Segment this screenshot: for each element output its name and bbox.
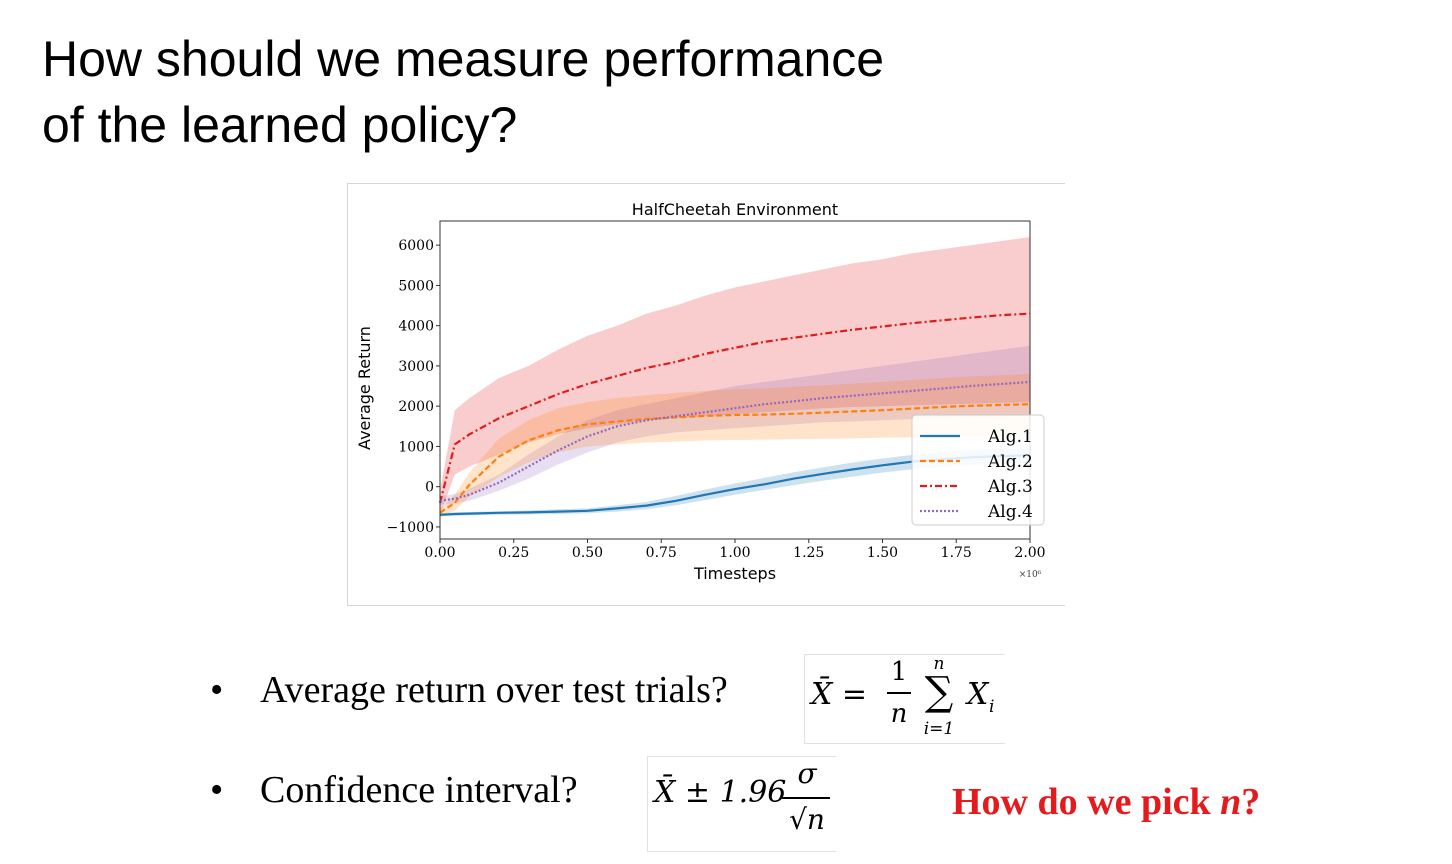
y-tick-label: 0: [425, 480, 434, 496]
x-tick-label: 1.50: [867, 545, 898, 561]
x-tick-label: 1.25: [793, 545, 824, 561]
x-tick-label: 2.00: [1014, 545, 1045, 561]
formula1-numerator: 1: [890, 657, 908, 687]
legend-label-alg2: Alg.2: [987, 452, 1033, 472]
bullet-dot-icon: •: [210, 669, 224, 711]
formula1-sum-bottom: i=1: [923, 719, 955, 739]
slide-title-line-1: How should we measure performance: [42, 31, 885, 87]
band-alg4: [440, 345, 1030, 505]
x-tick-label: 1.75: [941, 545, 972, 561]
formula-sample-mean: X̄ = 1 n n ∑ i=1 X i: [804, 654, 1005, 744]
formula1-sum-symbol: ∑: [924, 669, 954, 715]
slide-title: How should we measure performance of the…: [42, 26, 1042, 158]
x-tick-label: 0.75: [646, 545, 677, 561]
legend-label-alg1: Alg.1: [987, 427, 1033, 447]
question-prefix: How do we pick: [952, 781, 1221, 823]
x-tick-label: 0.00: [424, 545, 455, 561]
y-tick-label: 1000: [398, 439, 434, 455]
line-alg4: [439, 380, 1031, 502]
legend-box: [911, 414, 1045, 526]
bullet-text-confidence-interval: Confidence interval?: [260, 769, 578, 811]
formula2-lhs: X̄ ± 1.96: [654, 775, 787, 810]
x-tick-label: 0.25: [498, 545, 529, 561]
formula1-sum-top: n: [933, 654, 945, 674]
y-tick-label: 3000: [398, 359, 434, 375]
formula-confidence-interval: X̄ ± 1.96 σ √n: [647, 756, 836, 852]
x-tick-label: 1.00: [719, 545, 750, 561]
y-tick-label: −1000: [387, 520, 434, 536]
chart-frame: HalfCheetah Environment 0.00 0.25 0.50 0.75 1…: [347, 183, 1065, 606]
y-tick-label: 2000: [398, 399, 434, 415]
bullet-average-return: • Average return over test trials?: [210, 668, 770, 716]
question-suffix: ?: [1241, 781, 1261, 823]
line-alg2: [439, 403, 1031, 514]
legend-label-alg4: Alg.4: [987, 502, 1033, 522]
x-multiplier-label: ×10⁶: [1019, 570, 1042, 580]
formula1-term-subscript: i: [989, 697, 995, 717]
slide-title-line-2: of the learned policy?: [42, 97, 518, 153]
y-axis-label: Average Return: [355, 326, 374, 450]
x-axis-label: Timesteps: [693, 564, 776, 583]
x-tick-label: 0.50: [572, 545, 603, 561]
halfcheetah-chart: HalfCheetah Environment 0.00 0.25 0.50 0.75 1…: [355, 200, 1046, 583]
formula2-fraction-bar: [782, 797, 830, 799]
bullet-text-average-return: Average return over test trials?: [260, 669, 728, 711]
formula1-denominator: n: [890, 699, 908, 729]
question-variable: n: [1220, 781, 1242, 823]
y-tick-label: 5000: [398, 278, 434, 294]
formula1-lhs: X̄ =: [811, 677, 868, 712]
pick-n-question: How do we pick n?: [952, 780, 1260, 824]
formula2-denominator: √n: [789, 803, 825, 836]
chart-title: HalfCheetah Environment: [632, 200, 838, 219]
formula1-fraction-bar: [887, 692, 911, 694]
formula2-numerator: σ: [797, 757, 817, 790]
bullet-dot-icon: •: [210, 769, 224, 811]
y-tick-label: 4000: [398, 319, 434, 335]
formula1-term: X: [967, 677, 989, 712]
band-alg3: [440, 237, 1030, 515]
legend-label-alg3: Alg.3: [987, 477, 1033, 497]
bullet-confidence-interval: • Confidence interval?: [210, 768, 630, 816]
y-tick-label: 6000: [398, 238, 434, 254]
